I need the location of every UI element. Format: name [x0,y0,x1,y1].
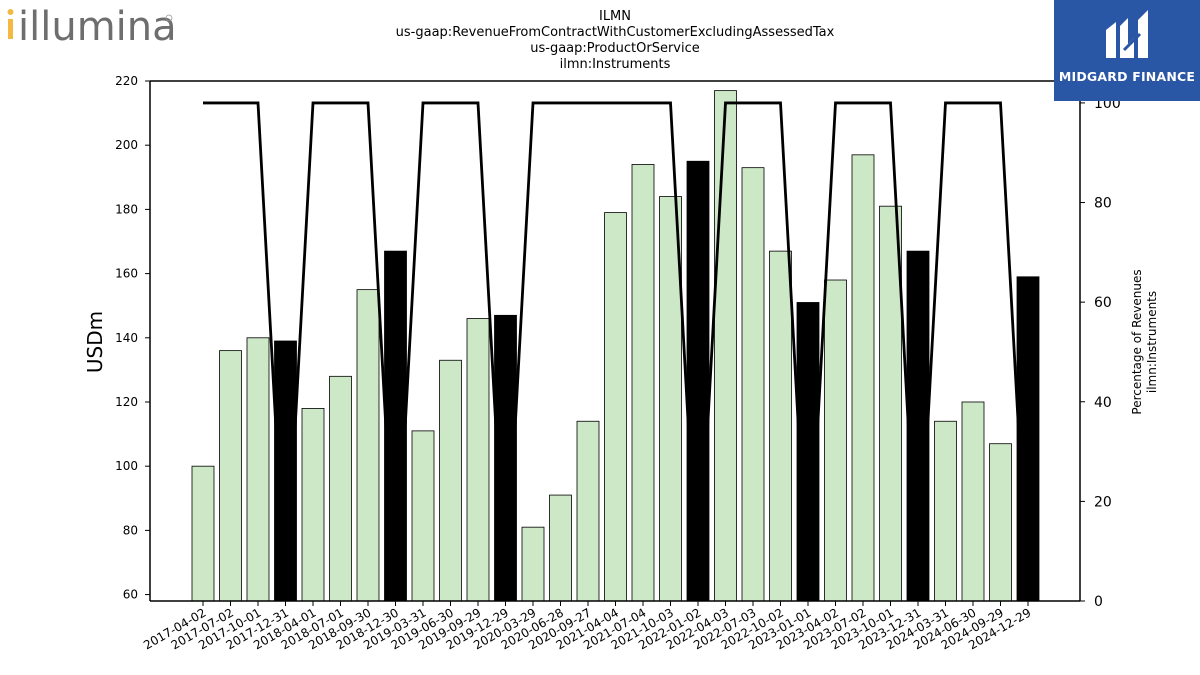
bar-2021-07-04 [631,164,655,602]
bar-2024-06-30 [961,401,985,602]
chart-title-line-3: us-gaap:ProductOrService [530,41,700,56]
y2-axis-label-line-2: ilmn:Instruments [1145,291,1159,393]
bar-2021-04-04 [604,212,627,602]
y2-tick-label: 60 [1094,295,1112,311]
bar-2017-07-02 [219,350,242,602]
bar-2018-09-30 [356,289,380,602]
chart-title-line-4: ilmn:Instruments [560,57,671,72]
y-tick-label: 180 [115,202,138,216]
y-tick-label: 80 [123,523,138,537]
bar-2018-04-01 [301,408,325,602]
bar-2018-07-01 [329,375,352,602]
y2-tick-label: 80 [1094,196,1112,212]
bar-2023-07-02 [851,154,875,602]
y2-axis-label-line-1: Percentage of Revenues [1130,269,1144,414]
y-tick-label: 100 [115,459,138,473]
bar-2018-12-30 [384,250,407,602]
illumina-logo-text: illumina [18,4,174,44]
midgard-emblem-icon [1106,10,1148,58]
chart-title-line-2: us-gaap:RevenueFromContractWithCustomerE… [396,25,835,40]
y-axis-label: USDm [83,311,107,373]
bar-2022-04-03 [714,90,737,602]
bar-2020-09-27 [576,420,600,602]
bar-2017-04-02 [191,465,215,602]
percentage-line [203,101,1030,602]
midgard-finance-text: MIDGARD FINANCE [1058,69,1196,84]
bar-2022-10-02 [769,250,792,602]
midgard-finance-logo: MIDGARD FINANCE [1054,0,1200,101]
bar-2023-12-31 [906,250,930,602]
bar-2022-07-03 [741,167,765,602]
y-tick-label: 120 [115,395,138,409]
y2-tick-label: 20 [1094,494,1112,510]
y-tick-label: 60 [123,588,138,602]
y-tick-label: 140 [115,331,138,345]
y2-tick-label: 0 [1094,594,1103,610]
chart-title-line-1: ILMN [599,9,631,24]
bar-2017-10-01 [246,337,270,602]
bar-2023-04-02 [824,279,847,602]
illumina-logo: illumina [4,2,177,50]
bar-2022-01-02 [686,160,710,602]
bar-2019-06-30 [439,359,462,602]
bar-2024-03-31 [934,420,957,602]
x-axis-ticks: 2017-04-022017-07-022017-10-012017-12-31… [141,601,1034,652]
bar-series [191,90,1040,602]
bar-2020-03-29 [521,526,545,602]
bar-2020-06-28 [549,494,572,602]
bar-2024-09-29 [989,443,1012,602]
y-axis-ticks: 60 80 100 120 140 160 180 200 220 [115,74,150,602]
bar-2019-03-31 [411,430,435,602]
y-tick-label: 220 [115,74,138,88]
bar-2019-09-29 [466,318,490,602]
y-tick-label: 160 [115,267,138,281]
y2-tick-label: 40 [1094,395,1112,411]
y-tick-label: 200 [115,138,138,152]
